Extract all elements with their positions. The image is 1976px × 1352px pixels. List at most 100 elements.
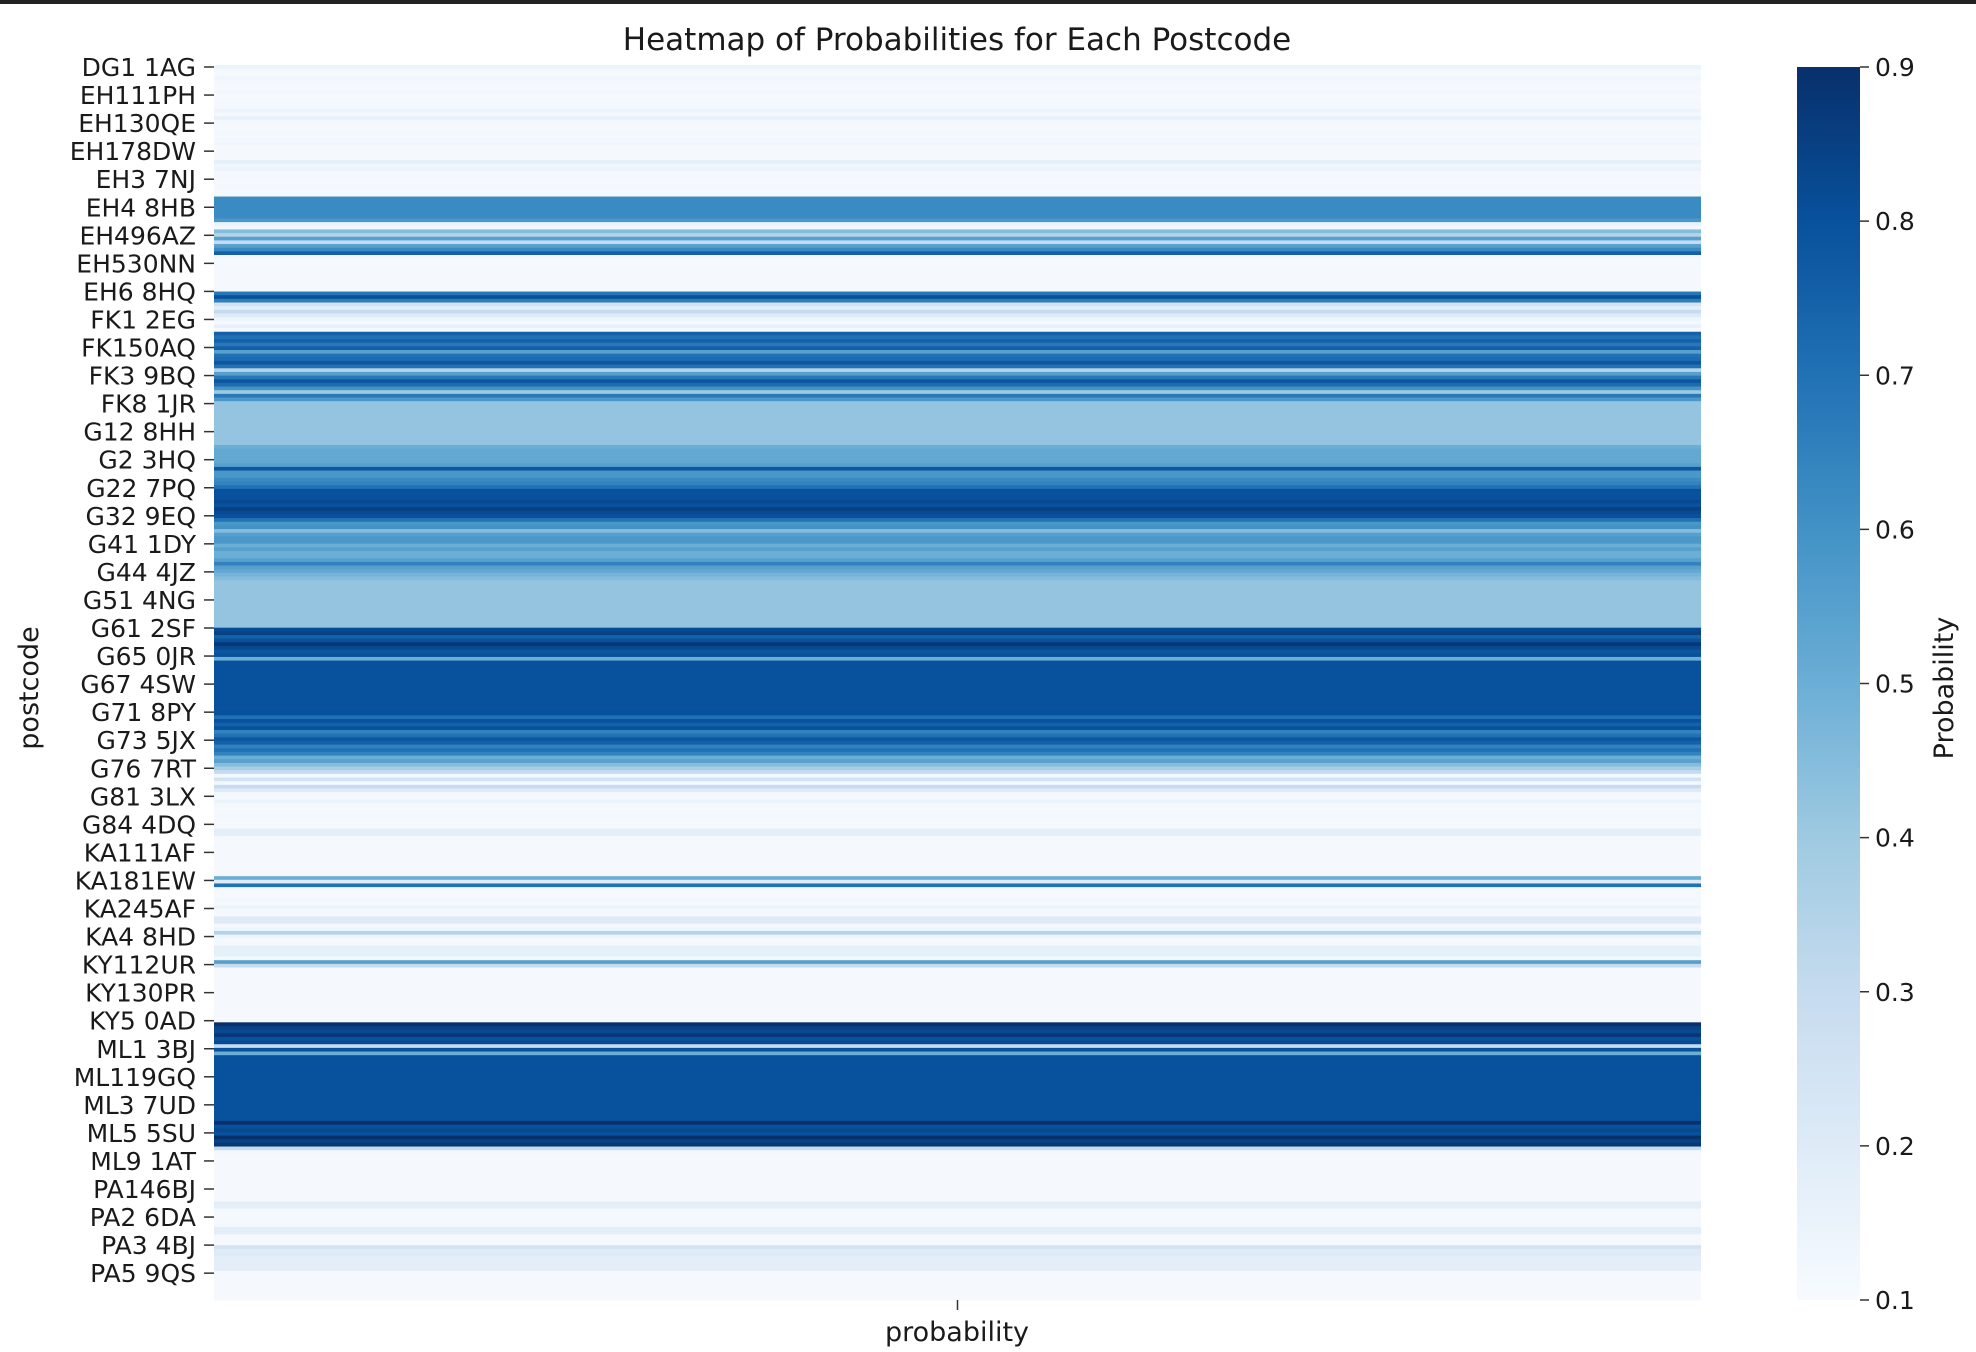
heatmap-cell (214, 94, 1701, 99)
heatmap-cell (214, 733, 1701, 738)
heatmap-cell (214, 1029, 1701, 1034)
heatmap-cell (214, 90, 1701, 95)
heatmap-cell (214, 1091, 1701, 1096)
heatmap-cell (214, 656, 1701, 661)
heatmap-cell (214, 419, 1701, 424)
heatmap-cell (214, 865, 1701, 870)
heatmap-cell (214, 799, 1701, 804)
heatmap-cell (214, 328, 1701, 333)
y-tick-label: FK3 9BQ (89, 362, 196, 391)
heatmap-cell (214, 795, 1701, 800)
colorbar-tick-label: 0.3 (1875, 978, 1915, 1007)
heatmap-cell (214, 719, 1701, 724)
heatmap-cell (214, 916, 1701, 921)
heatmap-cell (214, 993, 1701, 998)
heatmap-cell (214, 631, 1701, 636)
heatmap-cell (214, 287, 1701, 292)
y-tick-label: KA245AF (84, 895, 196, 924)
heatmap-cell (214, 1062, 1701, 1067)
heatmap-cell (214, 934, 1701, 939)
y-tick-label: FK1 2EG (90, 305, 196, 334)
heatmap-cell (214, 594, 1701, 599)
heatmap-cell (214, 770, 1701, 775)
heatmap-cell (214, 518, 1701, 523)
heatmap-cell (214, 1077, 1701, 1082)
heatmap-cell (214, 788, 1701, 793)
heatmap-cell (214, 455, 1701, 461)
heatmap-cell (214, 667, 1701, 672)
heatmap-cell (214, 737, 1701, 742)
colorbar-tick-label: 0.5 (1875, 670, 1915, 699)
colorbar-gradient (1797, 67, 1860, 1300)
heatmap-cell (214, 792, 1701, 797)
heatmap-cell (214, 846, 1701, 851)
colorbar-tick-label: 0.6 (1875, 515, 1915, 544)
heatmap-cell (214, 86, 1701, 91)
heatmap-cell (214, 507, 1701, 512)
heatmap-cell (214, 496, 1701, 501)
heatmap-cell (214, 437, 1701, 442)
heatmap-cell (214, 678, 1701, 683)
heatmap-cell (214, 1194, 1701, 1199)
heatmap-cell (214, 1095, 1701, 1100)
y-tick-label: G73 5JX (96, 726, 196, 755)
heatmap-cell (214, 1285, 1701, 1290)
heatmap-cell (214, 174, 1701, 179)
heatmap-cell (214, 291, 1701, 296)
colorbar: 0.1 0.2 0.3 0.4 0.5 0.6 0.7 0.8 0.9 (1797, 53, 1915, 1315)
heatmap-cell (214, 112, 1701, 117)
heatmap-cell (214, 1270, 1701, 1275)
heatmap-cell (214, 740, 1701, 746)
heatmap-cells (214, 65, 1701, 1301)
heatmap-cell (214, 839, 1701, 844)
heatmap-cell (214, 591, 1701, 596)
heatmap-cell (214, 273, 1701, 278)
y-tick-label: KA111AF (84, 838, 196, 867)
heatmap-cell (214, 233, 1701, 238)
heatmap-cell (214, 477, 1701, 482)
heatmap-cell (214, 814, 1701, 819)
heatmap-cell (214, 350, 1701, 355)
y-tick-label: KY112UR (82, 951, 196, 980)
heatmap-cell (214, 101, 1701, 106)
heatmap-cell (214, 364, 1701, 369)
heatmap-cell (214, 192, 1701, 197)
heatmap-cell (214, 550, 1701, 556)
y-tick-label: EH6 8HQ (83, 277, 196, 306)
heatmap-cell (214, 207, 1701, 212)
heatmap-cell (214, 722, 1701, 727)
heatmap-cell (214, 1215, 1701, 1221)
heatmap-cell (214, 938, 1701, 943)
heatmap-cell (214, 708, 1701, 713)
heatmap-cell (214, 474, 1701, 479)
y-tick-label: G12 8HH (83, 418, 196, 447)
heatmap-cell (214, 883, 1701, 888)
heatmap-cell (214, 920, 1701, 925)
heatmap-cell (214, 1073, 1701, 1078)
heatmap-cell (214, 766, 1701, 771)
heatmap-cell (214, 225, 1701, 230)
heatmap-cell (214, 620, 1701, 625)
heatmap-cell (214, 1157, 1701, 1162)
heatmap-cell (214, 817, 1701, 822)
heatmap-cell (214, 415, 1701, 420)
y-tick-label: EH3 7NJ (96, 165, 196, 194)
heatmap-cell (214, 821, 1701, 826)
heatmap-cell (214, 1263, 1701, 1268)
heatmap-cell (214, 912, 1701, 917)
y-tick-label: G41 1DY (88, 530, 197, 559)
heatmap-cell (214, 1106, 1701, 1111)
y-tick-label: G44 4JZ (96, 558, 196, 587)
heatmap-cell (214, 1058, 1701, 1063)
heatmap-cell (214, 1175, 1701, 1180)
y-tick-label: G22 7PQ (86, 474, 196, 503)
heatmap-cell (214, 1139, 1701, 1144)
heatmap-cell (214, 1047, 1701, 1052)
heatmap-cell (214, 258, 1701, 263)
heatmap-cell (214, 580, 1701, 585)
heatmap-cell (214, 521, 1701, 526)
heatmap-cell (214, 762, 1701, 767)
heatmap-cell (214, 898, 1701, 903)
